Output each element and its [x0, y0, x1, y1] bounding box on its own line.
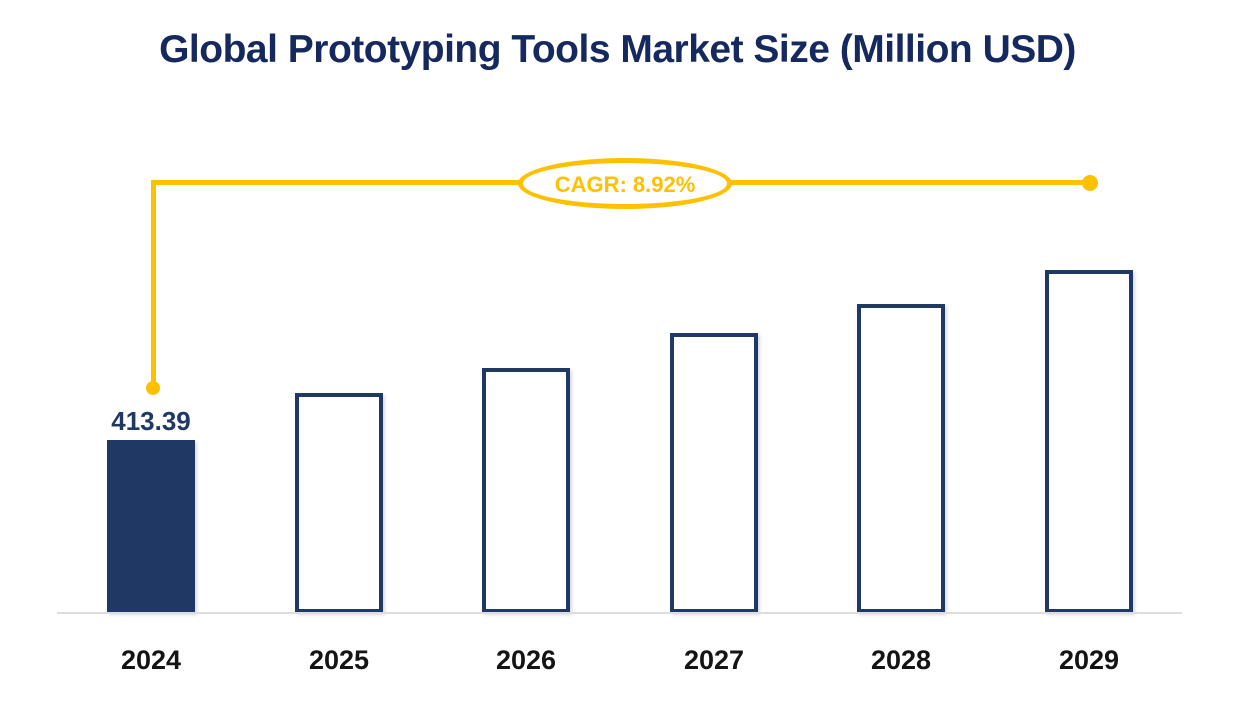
x-tick-2027: 2027: [683, 645, 745, 675]
bar-2029: [1045, 270, 1133, 613]
x-tick-2024: 2024: [120, 645, 182, 675]
cagr-label: CAGR: 8.92%: [554, 171, 696, 197]
x-tick-2025: 2025: [308, 645, 370, 675]
cagr-line-start-dot: [146, 381, 160, 395]
bar-2027: [670, 333, 758, 613]
cagr-line-end-dot: [1082, 175, 1098, 191]
x-axis-line: [57, 612, 1182, 614]
value-label-2024: 413.39: [111, 406, 191, 436]
x-tick-2026: 2026: [495, 645, 557, 675]
bar-2024: [107, 440, 195, 613]
cagr-badge: CAGR: 8.92%: [518, 158, 732, 209]
bar-2026: [482, 368, 570, 613]
cagr-connector-vertical-line: [151, 180, 156, 382]
bar-2028: [857, 304, 945, 613]
bar-2025: [295, 393, 383, 613]
x-tick-2028: 2028: [870, 645, 932, 675]
x-tick-2029: 2029: [1058, 645, 1120, 675]
chart-title: Global Prototyping Tools Market Size (Mi…: [159, 28, 1076, 71]
